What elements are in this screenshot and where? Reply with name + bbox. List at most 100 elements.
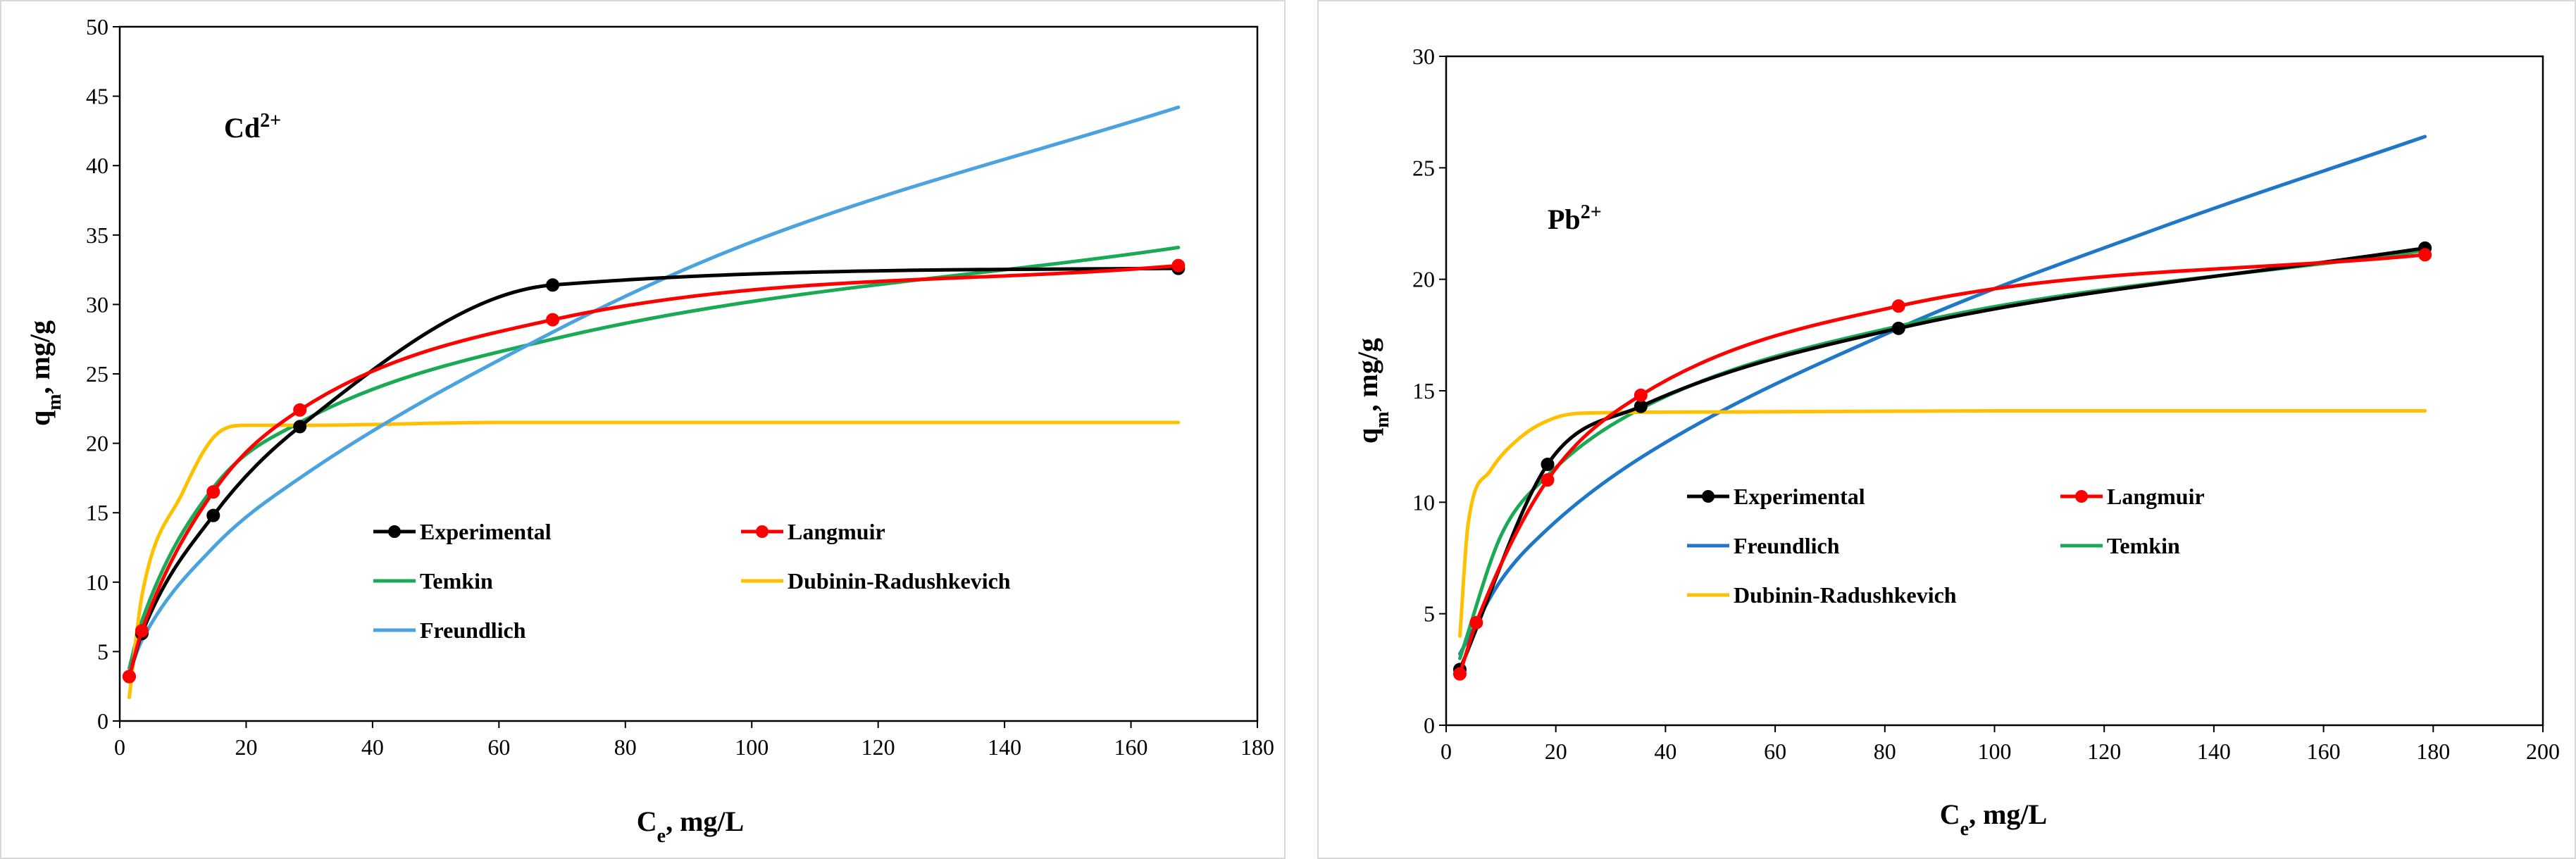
- legend-label-experimental: Experimental: [420, 519, 552, 544]
- y-axis-title: qm, mg/g: [1352, 338, 1393, 444]
- data-point-experimental: [206, 508, 220, 522]
- x-tick-label: 160: [1114, 734, 1148, 760]
- x-tick-label: 20: [1545, 739, 1567, 764]
- ion-annotation-sup: 2+: [1581, 201, 1602, 223]
- y-tick-label: 15: [86, 500, 108, 525]
- y-tick-label: 15: [1412, 378, 1435, 403]
- series-line-langmuir: [1458, 253, 2427, 676]
- legend-label-dubinin-radushkevich: Dubinin-Radushkevich: [1734, 582, 1957, 608]
- y-tick-label: 20: [1412, 267, 1435, 292]
- ion-annotation-base: Cd: [224, 112, 260, 144]
- data-point-langmuir: [1469, 615, 1483, 629]
- legend-label-langmuir: Langmuir: [2107, 484, 2205, 509]
- chart-cd: 0 5 10 15 20 25 30 35 40 45 50 0 20 40 60 80 100 120 140 16…: [0, 0, 1286, 859]
- y-axis-title-rest: , mg/g: [1352, 338, 1383, 411]
- data-point-experimental: [1891, 321, 1905, 335]
- x-tick-label: 0: [1441, 739, 1452, 764]
- chart-pb: 0 5 10 15 20 25 30 0 20 40 60 80 100 120 140 160 180 200 q…: [1317, 0, 2576, 859]
- y-tick-label: 30: [1412, 44, 1435, 69]
- x-tick-label: 60: [1764, 739, 1786, 764]
- series-line-temkin: [127, 246, 1181, 670]
- ion-annotation: Pb2+: [1548, 201, 1602, 236]
- legend-marker-experimental: [388, 525, 401, 538]
- data-point-langmuir: [1634, 388, 1648, 402]
- data-point-experimental: [293, 420, 307, 434]
- series-line-experimental: [127, 266, 1181, 679]
- x-axis-title-base: C: [637, 805, 657, 837]
- legend-label-temkin: Temkin: [420, 568, 493, 594]
- y-tick-label: 0: [97, 708, 108, 734]
- series-line-experimental: [1458, 246, 2427, 672]
- data-point-experimental: [1541, 458, 1555, 471]
- legend-marker-langmuir: [756, 525, 769, 538]
- x-axis-title: Ce, mg/L: [1940, 798, 2047, 840]
- y-axis-title-sub: m: [44, 394, 66, 410]
- legend: Experimental Langmuir Temkin Dubinin-Radush…: [373, 519, 1011, 643]
- x-tick-label: 40: [361, 734, 384, 760]
- y-tick-label: 25: [1412, 155, 1435, 180]
- y-tick-label: 5: [1424, 601, 1435, 627]
- x-axis-title-base: C: [1940, 798, 1960, 830]
- data-point-langmuir: [2418, 248, 2432, 262]
- chart-frame: [0, 0, 1286, 859]
- legend: Experimental Langmuir Freundlich Temkin Dubi…: [1687, 484, 2205, 608]
- x-axis-title: Ce, mg/L: [637, 805, 744, 847]
- x-tick-label: 80: [614, 734, 637, 760]
- ion-annotation: Cd2+: [224, 110, 281, 144]
- data-point-langmuir: [1541, 473, 1555, 487]
- x-tick-label: 40: [1654, 739, 1676, 764]
- data-point-langmuir: [1171, 258, 1186, 272]
- y-axis-title-rest: , mg/g: [24, 320, 56, 394]
- legend-label-dubinin-radushkevich: Dubinin-Radushkevich: [788, 568, 1011, 594]
- y-tick-label: 20: [86, 431, 108, 456]
- y-tick-label: 10: [1412, 489, 1435, 515]
- data-point-langmuir: [122, 670, 136, 684]
- x-tick-label: 120: [2087, 739, 2121, 764]
- x-tick-label: 100: [735, 734, 769, 760]
- data-point-experimental: [1634, 399, 1648, 413]
- legend-label-langmuir: Langmuir: [788, 519, 885, 544]
- x-axis-title-rest: , mg/L: [666, 805, 744, 837]
- y-tick-label: 40: [86, 153, 108, 178]
- series-line-langmuir: [127, 263, 1181, 679]
- series-line-freundlich: [127, 105, 1181, 675]
- series-line-freundlich: [1458, 134, 2427, 656]
- x-tick-label: 120: [861, 734, 895, 760]
- x-tick-label: 140: [2197, 739, 2231, 764]
- x-tick-label: 100: [1978, 739, 2012, 764]
- y-tick-label: 0: [1424, 713, 1435, 738]
- y-tick-label: 45: [86, 84, 108, 109]
- x-tick-label: 20: [235, 734, 257, 760]
- plot-area: [1445, 55, 2544, 727]
- x-axis-title-rest: , mg/L: [1969, 798, 2047, 830]
- ion-annotation-base: Pb: [1548, 203, 1581, 235]
- series-line-dubinin-radushkevich: [1458, 408, 2427, 638]
- x-tick-label: 200: [2526, 739, 2560, 764]
- data-point-experimental: [546, 278, 560, 292]
- y-tick-label: 25: [86, 361, 108, 387]
- data-point-langmuir: [206, 485, 220, 499]
- y-tick-label: 10: [86, 570, 108, 595]
- data-point-langmuir: [293, 403, 307, 417]
- y-tick-label: 30: [86, 291, 108, 317]
- y-tick-label: 50: [86, 14, 108, 39]
- data-point-langmuir: [1891, 299, 1905, 313]
- data-point-langmuir: [1452, 667, 1467, 681]
- x-tick-label: 180: [2416, 739, 2450, 764]
- legend-label-experimental: Experimental: [1734, 484, 1865, 509]
- y-tick-label: 35: [86, 222, 108, 248]
- x-axis-title-sub: e: [657, 825, 666, 847]
- legend-label-freundlich: Freundlich: [420, 617, 526, 643]
- y-axis-title: qm, mg/g: [24, 320, 66, 426]
- legend-label-freundlich: Freundlich: [1734, 533, 1840, 558]
- ion-annotation-sup: 2+: [260, 110, 281, 132]
- data-point-langmuir: [546, 313, 560, 327]
- plot-area: [118, 25, 1259, 722]
- y-axis-title-sub: m: [1371, 411, 1393, 427]
- y-tick-label: 5: [97, 639, 108, 664]
- legend-marker-langmuir: [2075, 490, 2088, 503]
- chart-frame: [1317, 0, 2576, 859]
- x-tick-label: 180: [1240, 734, 1274, 760]
- y-axis-title-base: q: [24, 410, 56, 426]
